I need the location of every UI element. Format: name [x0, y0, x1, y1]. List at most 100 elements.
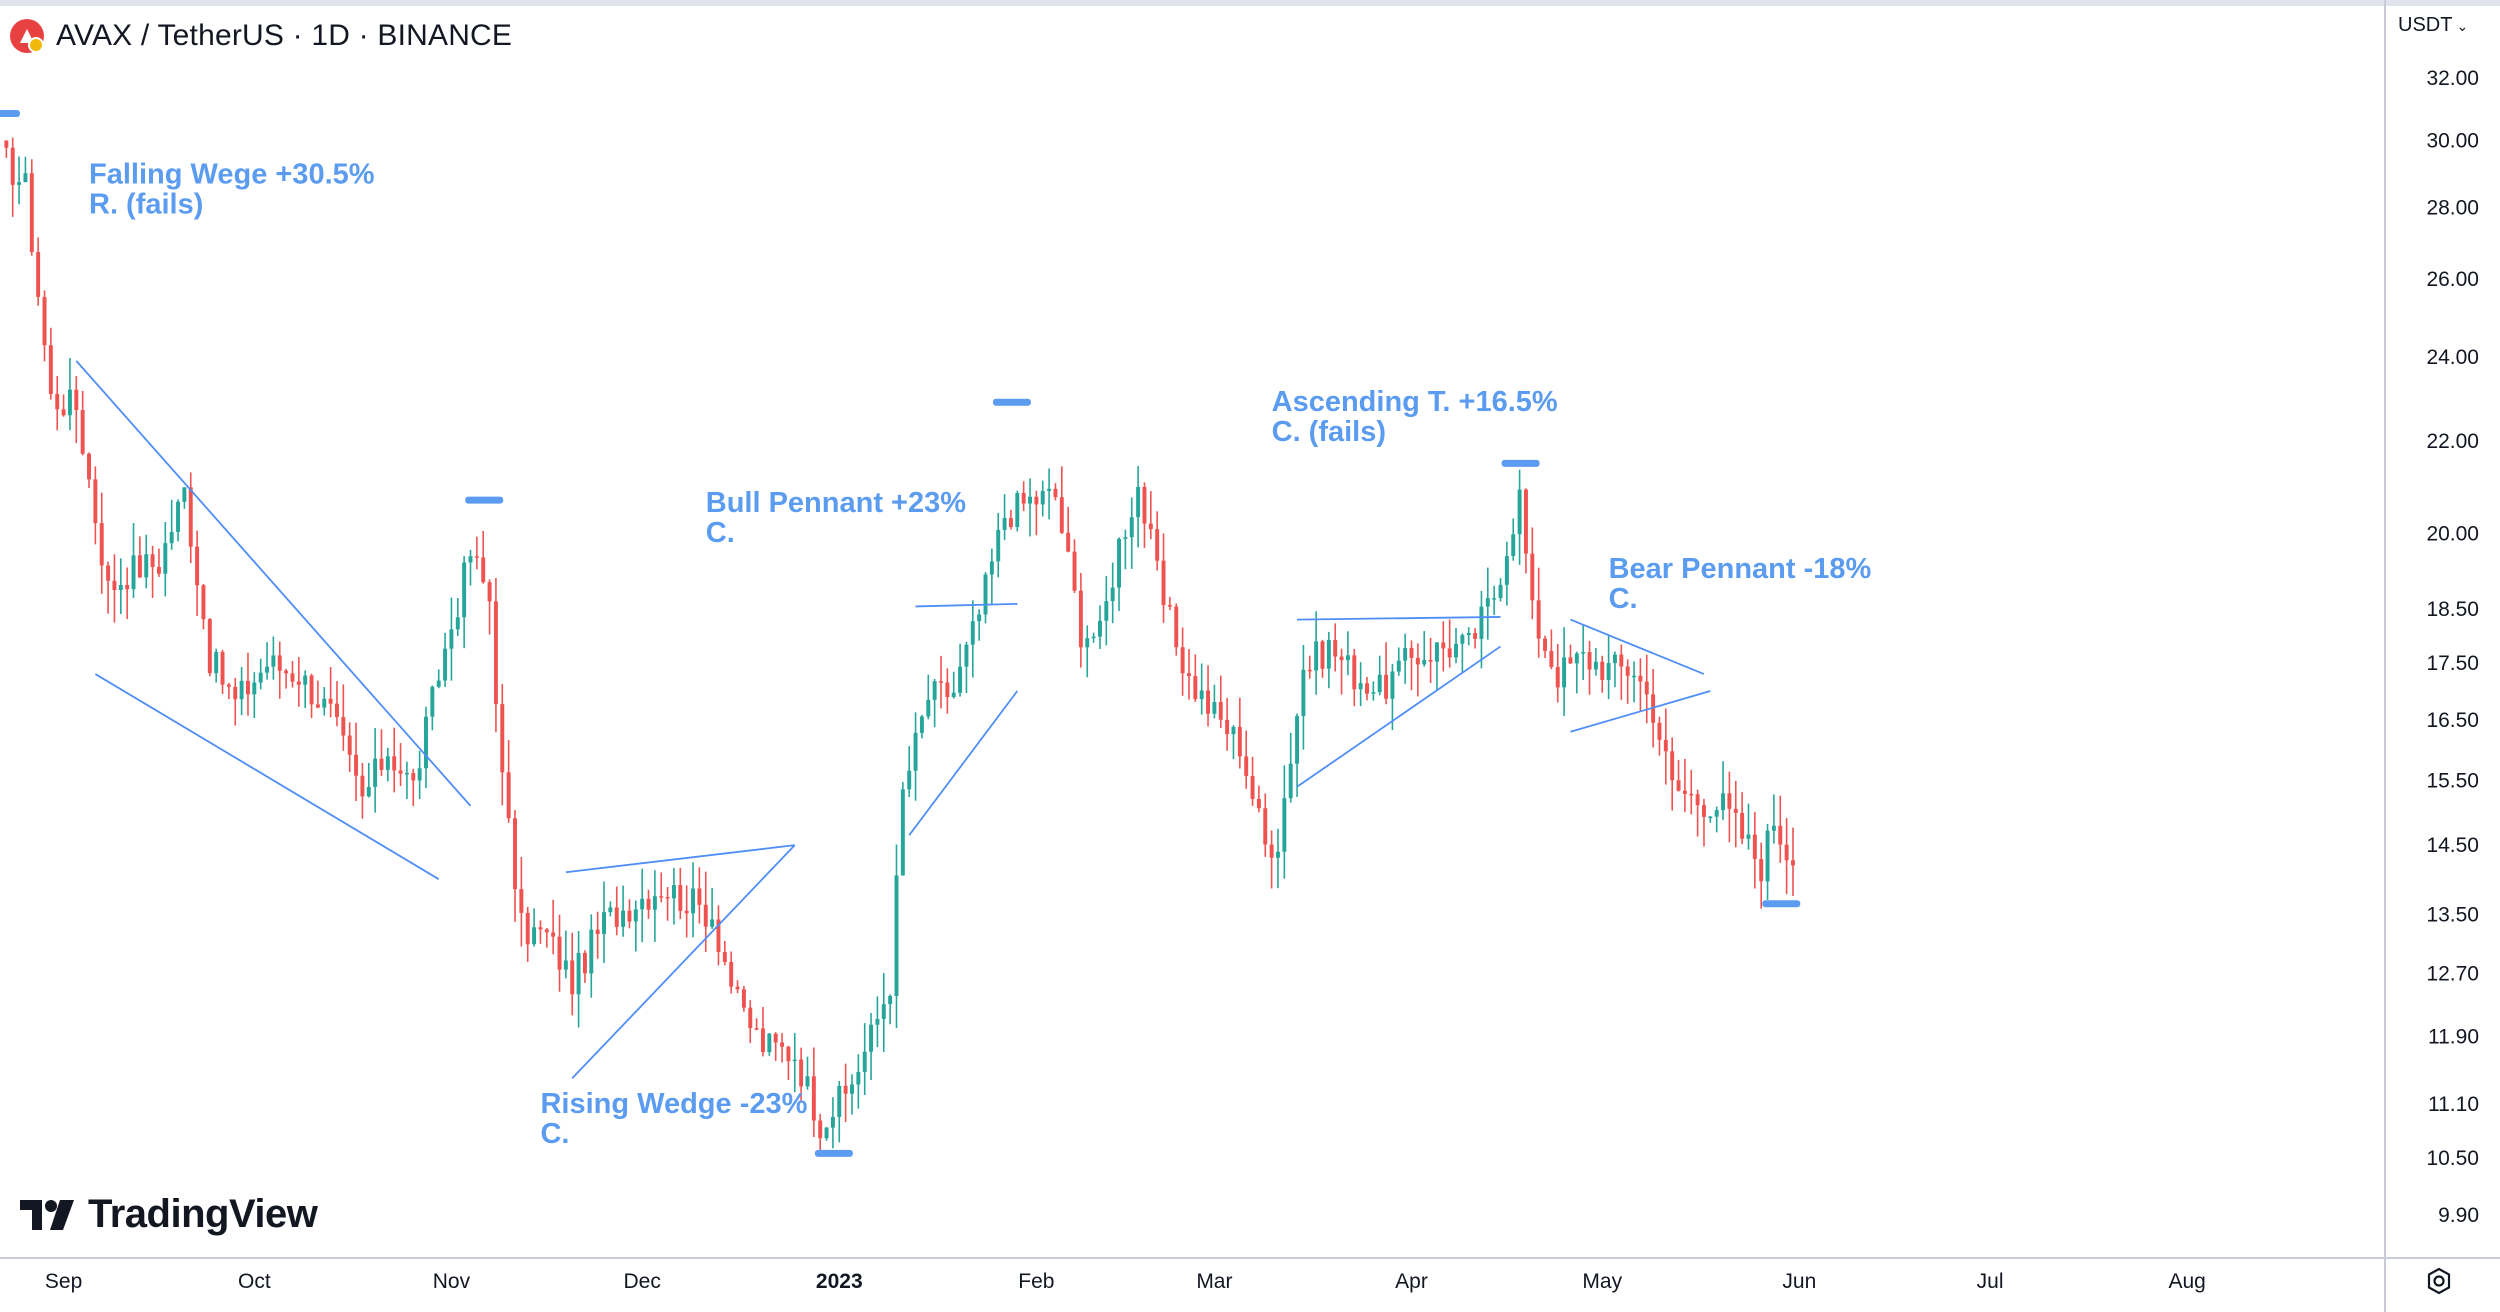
pattern-label: Ascending T. +16.5%: [1272, 386, 1558, 418]
candle-body: [1778, 825, 1783, 845]
candle-body: [156, 566, 161, 574]
candle-body: [245, 680, 250, 695]
settings-icon[interactable]: [2424, 1266, 2454, 1296]
candle-body: [55, 393, 60, 410]
candle-body: [1447, 648, 1452, 658]
candle-body: [125, 584, 130, 590]
candle-body: [36, 251, 41, 297]
candle-body: [748, 1007, 753, 1029]
candle-body: [1593, 661, 1598, 670]
candle-body: [80, 410, 85, 454]
pattern-trendline: [571, 844, 796, 1079]
pattern-trendline: [1570, 690, 1711, 733]
candle-body: [398, 770, 403, 774]
pattern-trendline: [1297, 616, 1501, 621]
candle-body: [1377, 674, 1382, 693]
candle-body: [1384, 674, 1389, 699]
candle-body: [697, 888, 702, 905]
candle-body: [214, 651, 219, 674]
candle-body: [188, 487, 193, 547]
candle-body: [735, 986, 740, 990]
target-marker: [0, 109, 20, 117]
candle-body: [163, 543, 168, 574]
candle-body: [481, 557, 486, 583]
candle-body: [1142, 486, 1147, 524]
y-tick-label: 10.50: [2426, 1147, 2479, 1170]
y-tick-label: 12.70: [2426, 963, 2479, 986]
candle-body: [1714, 810, 1719, 817]
candle-body: [1186, 673, 1191, 677]
x-tick-label: Jul: [1977, 1270, 2004, 1293]
candle-body: [220, 651, 225, 685]
candle-body: [1180, 647, 1185, 674]
candle-body: [493, 601, 498, 705]
candle-body: [506, 772, 511, 819]
candle-body: [869, 1024, 874, 1052]
candle-body: [207, 619, 212, 674]
candle-body: [1752, 834, 1757, 859]
x-tick-label: 2023: [816, 1270, 863, 1293]
candle-body: [1059, 497, 1064, 533]
candle-body: [1676, 780, 1681, 791]
pattern-label: C.: [540, 1118, 569, 1150]
candle-body: [462, 562, 467, 618]
candle-body: [1682, 790, 1687, 794]
candle-body: [919, 716, 924, 733]
x-tick-label: Mar: [1196, 1270, 1232, 1293]
pattern-trendline: [908, 690, 1019, 836]
candle-body: [1663, 739, 1668, 752]
x-tick-label: Dec: [623, 1270, 660, 1293]
y-tick-label: 24.00: [2426, 346, 2479, 369]
candle-body: [646, 898, 651, 910]
currency-selector[interactable]: USDT ⌄: [2398, 14, 2468, 37]
avax-logo-icon: [10, 19, 44, 53]
candle-body: [1727, 793, 1732, 809]
symbol-title: AVAX / TetherUS · 1D · BINANCE: [56, 19, 513, 52]
target-marker: [1501, 459, 1540, 467]
candle-body: [964, 644, 969, 667]
candle-body: [1746, 834, 1751, 839]
candle-body: [1670, 751, 1675, 781]
candle-body: [1619, 654, 1624, 667]
y-tick-label: 17.50: [2426, 652, 2479, 675]
candle-body: [678, 885, 683, 911]
symbol-header[interactable]: AVAX / TetherUS · 1D · BINANCE: [10, 14, 513, 58]
candle-body: [137, 555, 142, 578]
pattern-label: Rising Wedge -23%: [540, 1088, 807, 1120]
candle-body: [1536, 600, 1541, 639]
candle-body: [290, 673, 295, 682]
pattern-label: R. (fails): [89, 188, 203, 220]
candle-body: [932, 681, 937, 700]
candle-body: [23, 173, 28, 183]
candle-body: [1587, 652, 1592, 670]
pattern-trendline: [75, 360, 472, 807]
candle-body: [939, 681, 943, 683]
tradingview-logo[interactable]: TradingView: [20, 1192, 318, 1237]
candle-body: [1574, 653, 1579, 664]
candle-body: [1657, 722, 1662, 740]
chevron-down-icon: ⌄: [2456, 18, 2469, 34]
candle-body: [900, 789, 905, 876]
candle-body: [424, 716, 428, 769]
candle-body: [532, 927, 537, 945]
candle-body: [500, 704, 505, 773]
candle-body: [1066, 532, 1071, 552]
candle-body: [1708, 816, 1713, 819]
candle-body: [112, 580, 117, 591]
candle-body: [1460, 635, 1465, 644]
y-tick-label: 13.50: [2426, 903, 2479, 926]
candle-body: [633, 909, 638, 922]
candle-body: [411, 772, 416, 781]
candle-body: [551, 932, 556, 937]
candle-body: [1167, 605, 1172, 607]
pattern-label: Bull Pennant +23%: [706, 487, 966, 519]
candle-body: [226, 684, 231, 687]
candle-body: [525, 912, 530, 945]
pattern-trendline: [915, 602, 1018, 608]
candle-body: [150, 554, 155, 567]
y-tick-label: 30.00: [2426, 130, 2479, 153]
candle-body: [1333, 639, 1338, 657]
y-tick-label: 28.00: [2426, 196, 2479, 219]
